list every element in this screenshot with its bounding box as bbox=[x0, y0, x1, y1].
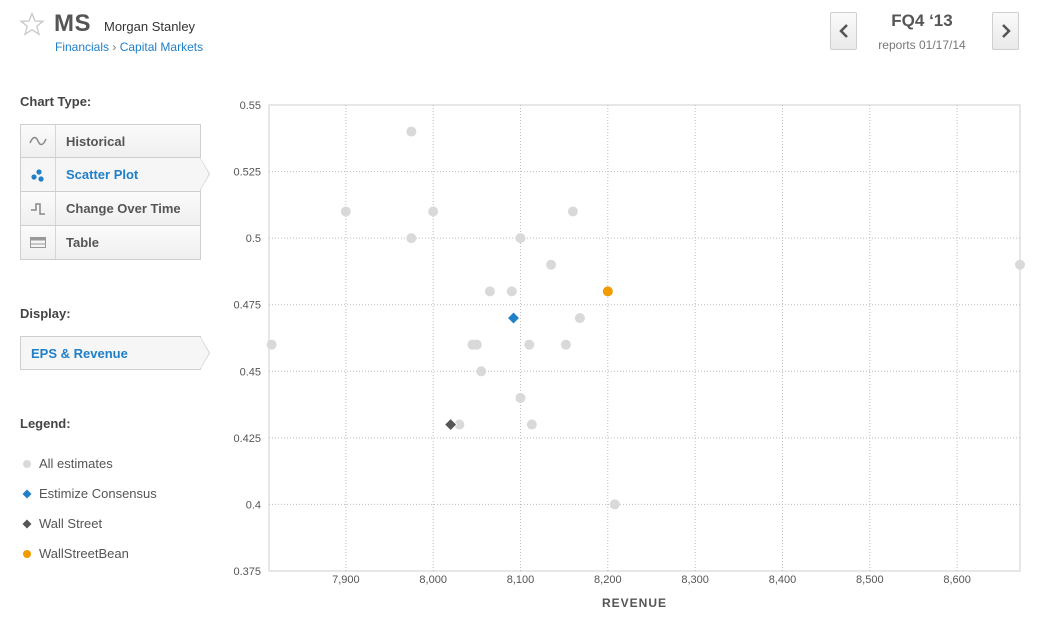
sector-link[interactable]: Financials bbox=[55, 40, 110, 54]
industry-link[interactable]: Capital Markets bbox=[119, 40, 204, 54]
data-point bbox=[524, 339, 535, 350]
chart-type-label: Change Over Time bbox=[66, 201, 181, 216]
company-name: Morgan Stanley bbox=[104, 19, 196, 34]
data-point bbox=[526, 419, 537, 430]
y-tick-label: 0.45 bbox=[240, 366, 261, 378]
chart-type-change-over-time[interactable]: Change Over Time bbox=[20, 192, 201, 226]
chart-type-label: Scatter Plot bbox=[66, 167, 139, 182]
breadcrumb: Financials › Capital Markets bbox=[55, 40, 203, 54]
data-point bbox=[515, 392, 526, 403]
legend-all-estimates: All estimates bbox=[20, 456, 113, 471]
data-point bbox=[560, 339, 571, 350]
display-pointer-fill bbox=[200, 337, 209, 369]
display-title: Display: bbox=[20, 306, 71, 321]
y-tick-label: 0.475 bbox=[233, 300, 261, 312]
y-tick-label: 0.55 bbox=[240, 100, 261, 112]
circle-marker-icon bbox=[23, 459, 31, 468]
diamond-marker-icon bbox=[22, 519, 32, 528]
data-point-diamond bbox=[506, 311, 521, 325]
data-point bbox=[567, 206, 578, 217]
x-tick-label: 8,500 bbox=[856, 574, 884, 586]
data-point bbox=[471, 339, 482, 350]
circle-marker-icon bbox=[23, 549, 31, 558]
chart-type-title: Chart Type: bbox=[20, 94, 92, 109]
x-tick-label: 8,100 bbox=[507, 574, 535, 586]
fiscal-period: FQ4 ‘13 bbox=[891, 11, 953, 30]
data-point bbox=[406, 126, 417, 137]
data-point bbox=[609, 499, 620, 510]
data-point bbox=[428, 206, 439, 217]
display-value: EPS & Revenue bbox=[31, 345, 128, 361]
table-icon bbox=[30, 237, 46, 248]
legend-label: Wall Street bbox=[39, 516, 103, 531]
y-tick-label: 0.425 bbox=[233, 433, 261, 445]
next-period-button[interactable] bbox=[992, 12, 1019, 50]
scatter-icon bbox=[31, 168, 44, 182]
legend-estimize-consensus: Estimize Consensus bbox=[20, 486, 157, 501]
data-point bbox=[1015, 259, 1025, 270]
x-tick-label: 8,000 bbox=[419, 574, 447, 586]
data-point-diamond bbox=[444, 417, 458, 432]
x-tick-label: 7,900 bbox=[332, 574, 360, 586]
ticker-symbol: MS bbox=[54, 10, 91, 37]
report-date: reports 01/17/14 bbox=[878, 38, 966, 52]
plot-frame bbox=[268, 104, 1021, 572]
y-tick-label: 0.525 bbox=[233, 167, 261, 179]
chart-type-menu: Historical Scatter Plot Change Over Time… bbox=[20, 124, 210, 260]
legend-wallstreetbean: WallStreetBean bbox=[20, 546, 129, 561]
x-tick-label: 8,200 bbox=[594, 574, 622, 586]
legend-title: Legend: bbox=[20, 416, 71, 431]
legend-label: All estimates bbox=[39, 456, 113, 471]
data-point bbox=[574, 313, 585, 324]
x-tick-label: 8,600 bbox=[943, 574, 971, 586]
chevron-left-icon bbox=[838, 24, 848, 38]
data-point bbox=[506, 286, 517, 297]
chart-type-label: Table bbox=[66, 235, 99, 250]
chevron-right-icon bbox=[1001, 24, 1011, 38]
data-point bbox=[484, 286, 495, 297]
x-axis-title: REVENUE bbox=[602, 596, 667, 610]
data-point bbox=[454, 419, 465, 430]
star-icon[interactable] bbox=[20, 12, 44, 36]
breadcrumb-separator: › bbox=[112, 40, 117, 54]
diamond-marker-icon bbox=[22, 489, 32, 498]
legend-label: Estimize Consensus bbox=[39, 486, 157, 501]
chart-type-label: Historical bbox=[66, 133, 126, 149]
y-tick-label: 0.4 bbox=[246, 499, 261, 511]
data-point bbox=[340, 206, 351, 217]
step-icon bbox=[31, 202, 45, 215]
previous-period-button[interactable] bbox=[830, 12, 857, 50]
data-point bbox=[266, 339, 277, 350]
data-point bbox=[515, 233, 526, 244]
legend-wall-street: Wall Street bbox=[20, 516, 102, 531]
chart-type-table[interactable]: Table bbox=[20, 226, 201, 260]
chart-type-scatter-plot[interactable]: Scatter Plot bbox=[20, 157, 210, 192]
chart-type-historical[interactable]: Historical bbox=[20, 124, 201, 158]
data-point bbox=[602, 286, 613, 297]
x-tick-label: 8,400 bbox=[769, 574, 797, 586]
y-tick-label: 0.375 bbox=[233, 566, 261, 578]
x-tick-label: 8,300 bbox=[681, 574, 709, 586]
wave-icon bbox=[29, 136, 47, 146]
active-pointer-fill bbox=[200, 158, 209, 190]
y-tick-label: 0.5 bbox=[246, 233, 261, 245]
data-point bbox=[406, 233, 417, 244]
data-point bbox=[546, 259, 557, 270]
legend-label: WallStreetBean bbox=[39, 546, 129, 561]
display-selector[interactable]: EPS & Revenue bbox=[20, 336, 210, 370]
data-point bbox=[476, 366, 487, 377]
